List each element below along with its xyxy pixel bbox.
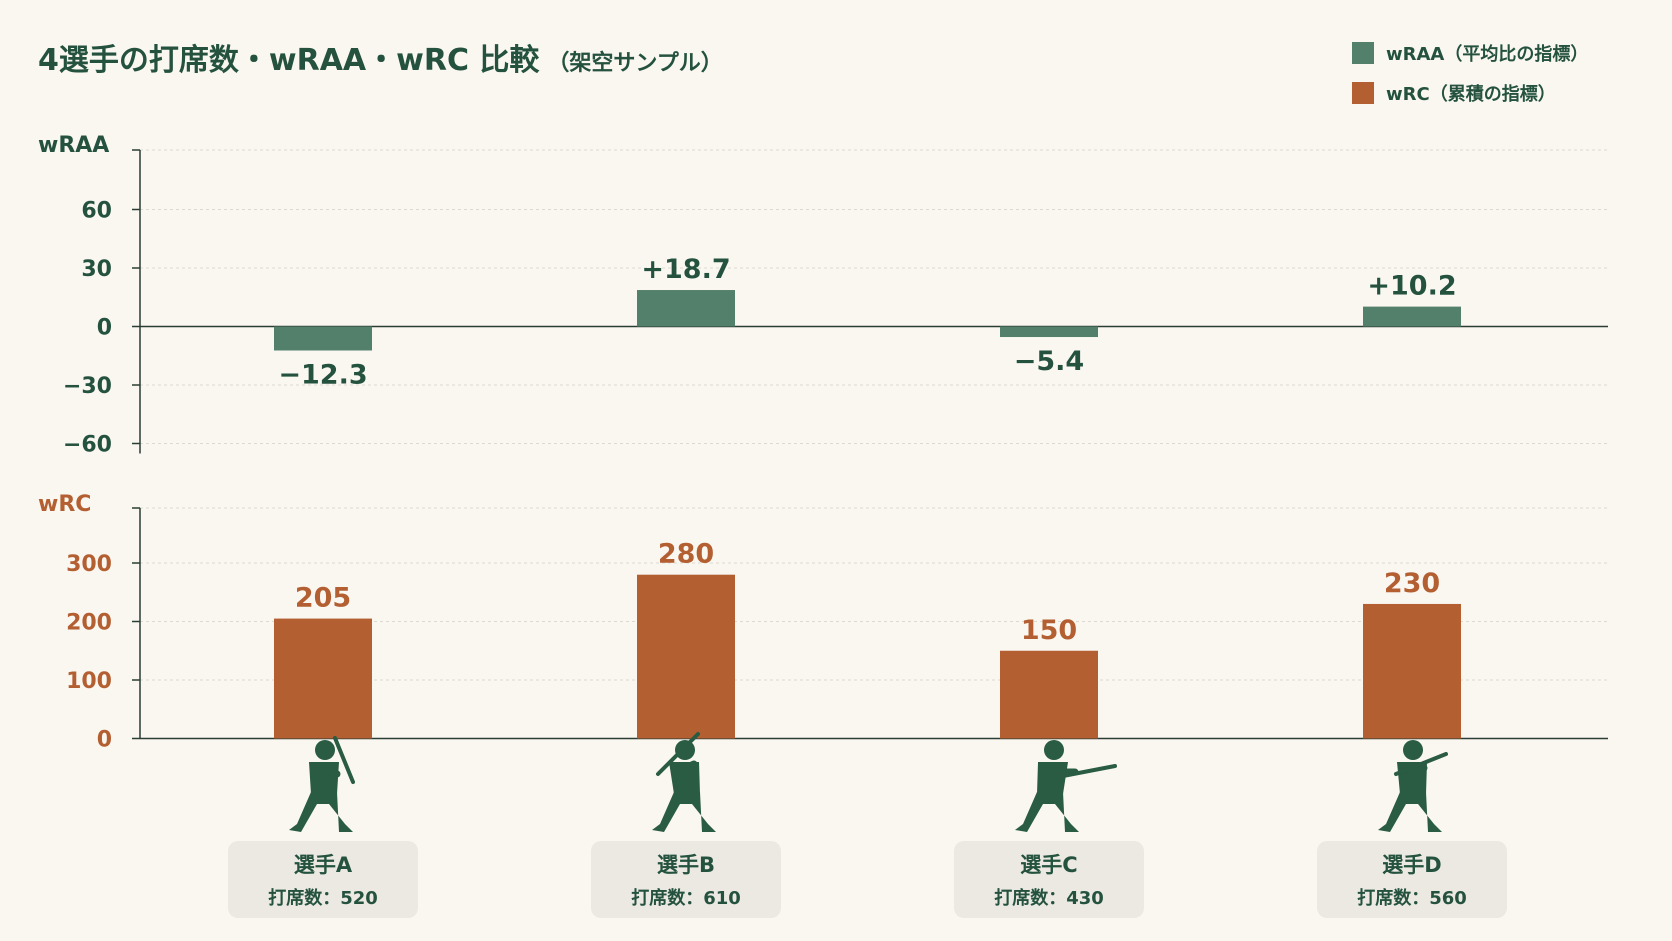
batter-head: [1044, 740, 1064, 760]
wrc-value-label: 280: [658, 539, 714, 570]
batter-legs: [1015, 792, 1079, 832]
batter-bat: [656, 732, 700, 776]
wraa-tick-label: 30: [81, 257, 112, 282]
wraa-value-label: +10.2: [1367, 271, 1456, 302]
legend: wRAA（平均比の指標） wRC（累積の指標）: [1352, 42, 1588, 105]
data-labels: −12.3 205 +18.7 280 −5.4 150 +10.2 230: [278, 254, 1456, 646]
legend-label-wraa: wRAA（平均比の指標）: [1386, 43, 1588, 65]
wraa-tick-label: −60: [63, 433, 112, 458]
batter-bat: [333, 736, 355, 784]
wraa-bar: [274, 326, 372, 351]
wrc-tick-label: 300: [66, 552, 112, 577]
batter-bat: [1394, 752, 1448, 776]
batter-head: [675, 740, 695, 760]
batter-arms: [315, 764, 341, 778]
batter-bat: [1061, 764, 1117, 778]
player-card-bg: [1317, 841, 1507, 918]
wrc-value-label: 230: [1384, 568, 1440, 599]
wraa-bar: [1363, 306, 1461, 327]
chart-title: 4選手の打席数・wRAA・wRC 比較 （架空サンプル）: [38, 43, 723, 78]
player-card: 選手C 打席数：430: [954, 841, 1144, 918]
player-card: 選手D 打席数：560: [1317, 841, 1507, 918]
wrc-axis-title: wRC: [38, 492, 91, 517]
wrc-tick-label: 0: [97, 728, 112, 753]
batter-icon: [652, 732, 716, 832]
wraa-bar: [1000, 326, 1098, 338]
player-plate-appearances: 打席数：560: [1357, 887, 1467, 909]
wrc-bar: [1363, 603, 1461, 739]
wraa-tick-label: 60: [81, 199, 112, 224]
player-card-bg: [591, 841, 781, 918]
legend-swatch-wraa: [1352, 42, 1374, 64]
chart-subtitle: （架空サンプル）: [547, 50, 722, 76]
player-name: 選手C: [1020, 853, 1077, 877]
player-plate-appearances: 打席数：430: [994, 887, 1104, 909]
batter-head: [1403, 740, 1423, 760]
wraa-value-label: −5.4: [1014, 346, 1084, 377]
batter-icon: [1378, 740, 1448, 832]
wrc-bar: [637, 574, 735, 739]
wraa-tick-label: 0: [97, 316, 112, 341]
player-name: 選手D: [1382, 853, 1441, 877]
wrc-tick-label: 200: [66, 611, 112, 636]
batter-arms: [672, 760, 698, 776]
batter-icon: [289, 736, 355, 832]
wraa-value-label: −12.3: [278, 359, 367, 390]
legend-label-wrc: wRC（累積の指標）: [1386, 83, 1556, 105]
batter-legs: [1378, 792, 1442, 832]
wraa-axis-title: wRAA: [38, 133, 109, 158]
player-name: 選手B: [657, 853, 715, 877]
wrc-bar: [274, 618, 372, 739]
batter-legs: [652, 792, 716, 832]
player-plate-appearances: 打席数：610: [631, 887, 741, 909]
wraa-tick-label: −30: [63, 374, 112, 399]
wrc-value-label: 205: [295, 583, 351, 614]
wrc-tick-label: 100: [66, 669, 112, 694]
player-card: 選手A 打席数：520: [228, 841, 418, 918]
batter-head: [315, 740, 335, 760]
wraa-value-label: +18.7: [641, 254, 730, 285]
wrc-bar: [1000, 650, 1098, 739]
player-card-bg: [954, 841, 1144, 918]
batter-legs: [289, 792, 353, 832]
batter-icon: [1015, 740, 1117, 832]
gridlines: [140, 149, 1608, 681]
legend-swatch-wrc: [1352, 82, 1374, 104]
player-cards: 選手A 打席数：520 選手B 打席数：610 選手C 打席数：430 選手D 打席数：560: [228, 841, 1507, 918]
player-name: 選手A: [294, 853, 353, 877]
bars: [274, 290, 1461, 739]
wraa-bar: [637, 290, 735, 327]
chart-title-main: 4選手の打席数・wRAA・wRC 比較: [38, 43, 540, 78]
player-card-bg: [228, 841, 418, 918]
batter-torso: [1037, 762, 1068, 794]
player-card: 選手B 打席数：610: [591, 841, 781, 918]
batter-icons: [289, 732, 1448, 832]
wrc-value-label: 150: [1021, 615, 1077, 646]
player-plate-appearances: 打席数：520: [268, 887, 378, 909]
